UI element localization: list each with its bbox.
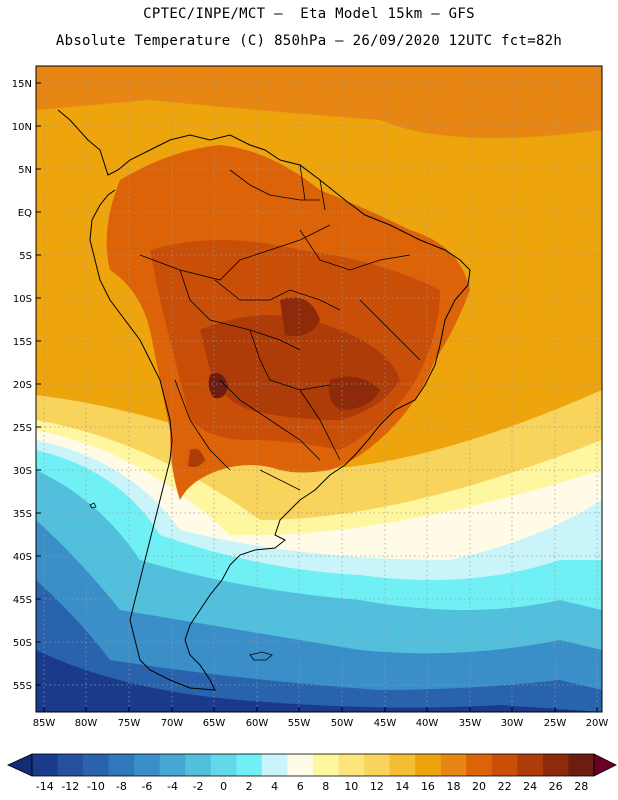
temperature-field: [36, 66, 602, 712]
colorbar-label: 24: [523, 780, 537, 793]
lon-label: 35W: [459, 718, 482, 729]
country-borders: [139, 164, 421, 491]
lat-label: 30S: [13, 466, 32, 477]
lat-label: 40S: [13, 552, 32, 563]
longitude-labels: 85W 80W 75W 70W 65W 60W 55W 50W 45W 40W …: [33, 718, 609, 729]
colorbar-swatch: [542, 754, 569, 776]
colorbar-label: 12: [370, 780, 384, 793]
colorbar-label: 28: [574, 780, 588, 793]
colorbar-swatch: [389, 754, 416, 776]
colorbar-swatch: [236, 754, 263, 776]
lat-label: 35S: [13, 509, 32, 520]
colorbar-swatch: [261, 754, 288, 776]
colorbar-label: 18: [447, 780, 461, 793]
colorbar-label: -8: [116, 780, 127, 793]
colorbar-low-arrow: [7, 753, 33, 777]
colorbar-label: 2: [246, 780, 253, 793]
falkland-islands: [249, 651, 273, 661]
lat-label: 50S: [13, 638, 32, 649]
colorbar-label: 26: [549, 780, 563, 793]
colorbar-swatch: [32, 754, 58, 776]
lat-label: 10N: [12, 122, 32, 133]
colorbar-label: 4: [271, 780, 278, 793]
colorbar-swatch: [134, 754, 161, 776]
coastline: [57, 109, 471, 691]
frame-ticks: [36, 82, 598, 712]
lat-label: 15N: [12, 79, 32, 90]
colorbar-label: -6: [141, 780, 152, 793]
lat-label: 45S: [13, 595, 32, 606]
lon-label: 80W: [75, 718, 98, 729]
colorbar-label: 6: [297, 780, 304, 793]
lat-label: EQ: [18, 208, 32, 219]
island: [89, 502, 97, 509]
colorbar-label: 14: [395, 780, 409, 793]
colorbar-swatch: [415, 754, 442, 776]
lat-label: 5S: [19, 251, 32, 262]
lon-label: 85W: [33, 718, 56, 729]
colorbar-swatch: [466, 754, 493, 776]
colorbar-swatch: [159, 754, 186, 776]
lon-label: 55W: [288, 718, 311, 729]
lat-label: 25S: [13, 423, 32, 434]
lon-label: 45W: [374, 718, 397, 729]
lat-label: 20S: [13, 380, 32, 391]
colorbar-swatch: [185, 754, 212, 776]
lat-label: 5N: [18, 165, 32, 176]
colorbar-label: -10: [87, 780, 105, 793]
map-frame: [35, 65, 603, 713]
colorbar-swatch: [313, 754, 339, 776]
colorbar-swatch: [491, 754, 518, 776]
lon-label: 65W: [203, 718, 226, 729]
colorbar-label: -2: [193, 780, 204, 793]
lon-label: 25W: [544, 718, 567, 729]
colorbar-high-arrow: [593, 753, 617, 777]
colorbar-swatch: [338, 754, 365, 776]
colorbar-swatch: [83, 754, 110, 776]
lon-label: 70W: [161, 718, 184, 729]
colorbar-label: -12: [61, 780, 79, 793]
colorbar-swatch: [57, 754, 84, 776]
colorbar-swatch: [568, 754, 595, 776]
lon-label: 30W: [501, 718, 524, 729]
colorbar-swatch: [364, 754, 391, 776]
title-model: CPTEC/INPE/MCT – Eta Model 15km – GFS: [143, 6, 475, 22]
colorbar-frame: [31, 753, 595, 777]
colorbar-swatch: [210, 754, 237, 776]
colorbar-label: -14: [36, 780, 54, 793]
lon-label: 75W: [118, 718, 141, 729]
lat-label: 55S: [13, 681, 32, 692]
lon-label: 60W: [246, 718, 269, 729]
lon-label: 50W: [331, 718, 354, 729]
title-field: Absolute Temperature (C) 850hPa – 26/09/…: [55, 33, 563, 49]
colorbar-swatch: [287, 754, 314, 776]
lon-label: 40W: [416, 718, 439, 729]
colorbar-label: 16: [421, 780, 435, 793]
lat-label: 10S: [13, 294, 32, 305]
colorbar-label: 8: [322, 780, 329, 793]
colorbar-label: 20: [472, 780, 486, 793]
latitude-labels: 15N 10N 5N EQ 5S 10S 15S 20S 25S 30S 35S…: [12, 79, 32, 692]
lon-label: 20W: [586, 718, 609, 729]
colorbar-label: -4: [167, 780, 178, 793]
colorbar-swatch: [517, 754, 544, 776]
lat-label: 15S: [13, 337, 32, 348]
colorbar-label: 22: [498, 780, 512, 793]
colorbar-swatch: [108, 754, 135, 776]
colorbar-label: 0: [220, 780, 227, 793]
colorbar: -14 -12 -10 -8 -6 -4 -2 0 2 4 6 8 10 12 14 16 18 20 22 24 26…: [7, 753, 617, 793]
colorbar-label: 10: [344, 780, 358, 793]
colorbar-swatch: [440, 754, 467, 776]
